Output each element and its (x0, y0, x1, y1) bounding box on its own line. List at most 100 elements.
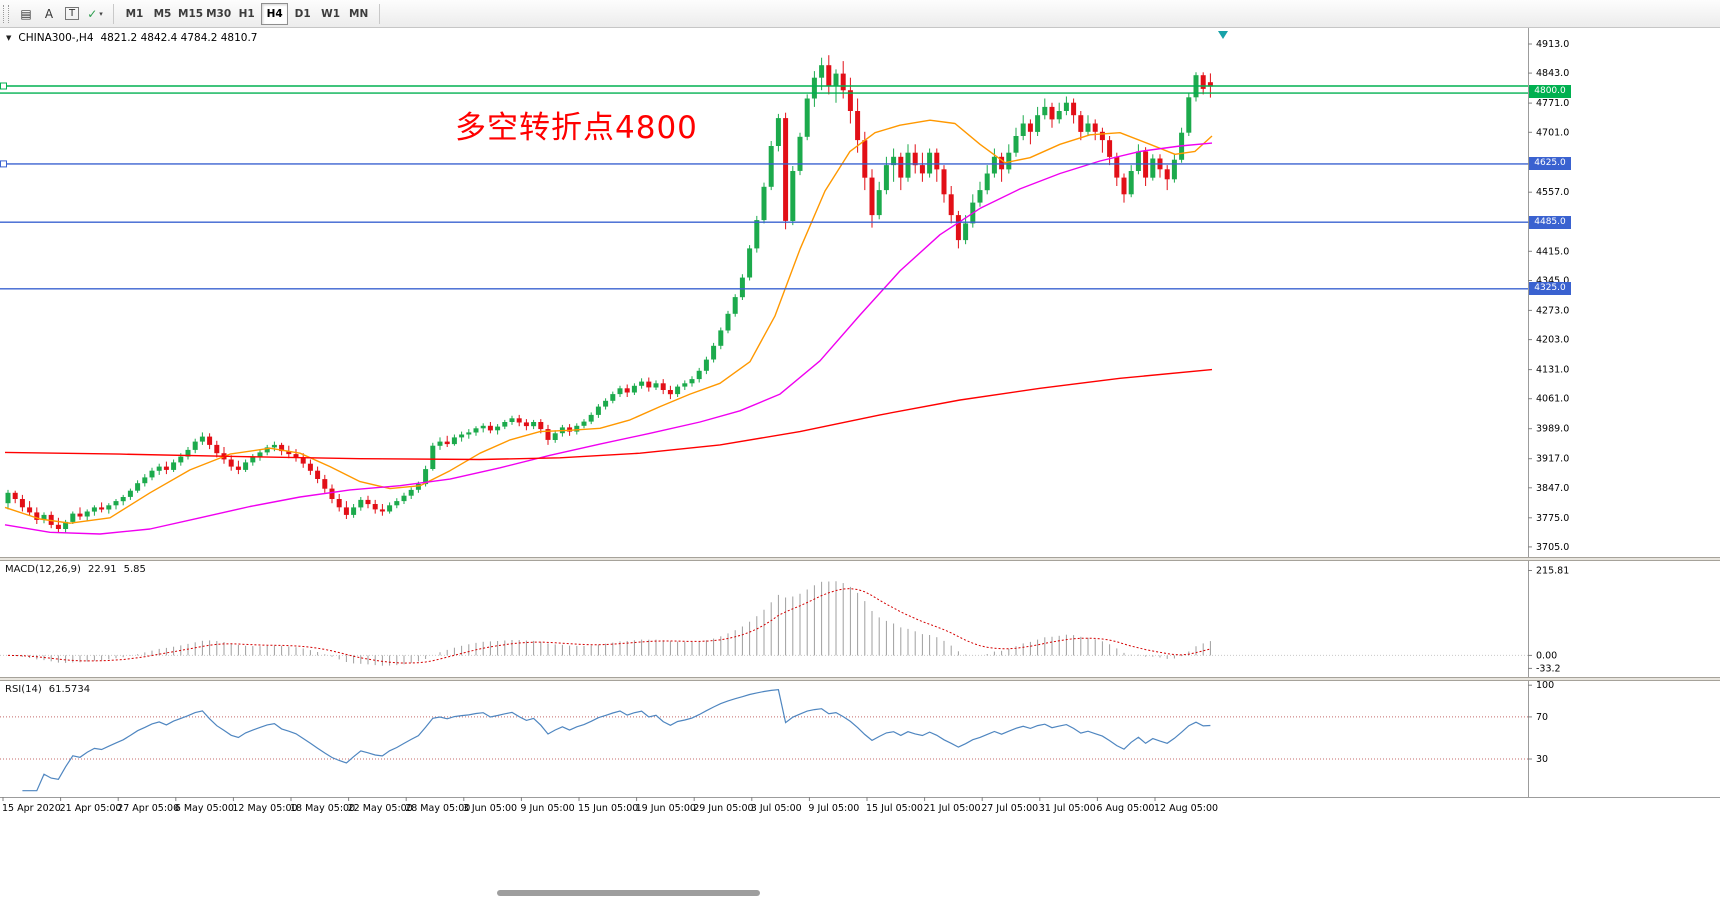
candle-body (826, 65, 832, 86)
macd-histogram (14, 581, 1211, 666)
price-axis-label: 4843.0 (1536, 68, 1569, 79)
candle-body (1078, 115, 1084, 132)
timeframe-button-m5[interactable]: M5 (153, 7, 172, 20)
toolbar-separator (379, 3, 381, 24)
candle-body (63, 521, 69, 529)
candle-body (552, 433, 558, 440)
candle-body (271, 444, 277, 448)
chart-symbol-header: ▼ CHINA300-,H4 4821.2 4842.4 4784.2 4810… (6, 32, 257, 44)
candle-body (948, 194, 954, 216)
time-axis-label: 19 Jun 05:00 (636, 803, 696, 814)
time-axis-label: 27 Jul 05:00 (981, 803, 1038, 814)
candle-body (185, 449, 191, 457)
ma-slow-red (4, 368, 1213, 461)
candle-body (365, 499, 371, 505)
candle-body (257, 452, 263, 458)
price-axis-label: 3705.0 (1536, 542, 1569, 553)
candle-body (574, 425, 580, 432)
timeframe-button-d1[interactable]: D1 (294, 7, 311, 20)
rsi-title: RSI(14) (5, 684, 42, 695)
candle-body (790, 171, 796, 221)
candle-body (279, 444, 285, 452)
time-axis-label: 9 Jun 05:00 (520, 803, 574, 814)
price-axis-label: 4415.0 (1536, 246, 1569, 257)
candle-body (927, 152, 933, 174)
symbol-label: CHINA300-,H4 (18, 32, 94, 44)
candle-body (243, 462, 249, 470)
ma-mid-magenta (4, 142, 1213, 535)
candle-body (509, 418, 515, 422)
rsi-axis-label: 30 (1536, 754, 1548, 765)
collapse-arrow-icon[interactable]: ▼ (6, 34, 12, 42)
chart-shift-marker[interactable] (1218, 31, 1228, 39)
arrows-tool-dropdown-glyph: ✓ (87, 6, 98, 21)
timeframe-button-m1[interactable]: M1 (125, 7, 144, 20)
candle-body (811, 77, 817, 99)
candle-body (5, 492, 11, 504)
timeframe-button-m30[interactable]: M30 (206, 7, 232, 20)
price-axis-label: 4913.0 (1536, 39, 1569, 50)
timeframe-button-mn[interactable]: MN (349, 7, 369, 20)
timeframe-button-w1[interactable]: W1 (321, 7, 341, 20)
price-axis-label: 4771.0 (1536, 98, 1569, 109)
main-price-panel (0, 31, 1528, 535)
candle-body (761, 186, 767, 221)
timeframe-button-h1[interactable]: H1 (238, 7, 255, 20)
toolbar-separator (113, 3, 114, 24)
candle-body (91, 507, 97, 512)
text-label-tool[interactable]: A (38, 3, 60, 25)
candle-body (963, 223, 969, 241)
candle-body (797, 136, 803, 171)
candle-body (336, 499, 342, 508)
timeframe-button-m15[interactable]: M15 (178, 7, 204, 20)
candle-body (1164, 169, 1170, 180)
horizontal-scrollbar[interactable] (497, 890, 760, 896)
candle-body (300, 457, 306, 464)
candle-body (487, 425, 493, 431)
macd-axis-label: 215.81 (1536, 566, 1569, 577)
candle-body (905, 152, 911, 178)
candle-body (329, 488, 335, 499)
candle-body (869, 177, 875, 216)
panel-separator[interactable] (0, 677, 1720, 681)
candle-body (171, 462, 177, 470)
candle-body (711, 345, 717, 360)
candle-body (689, 379, 695, 384)
candle-body (1171, 159, 1177, 180)
candle-body (1085, 123, 1091, 132)
price-axis-label: 4061.0 (1536, 394, 1569, 405)
candle-body (999, 156, 1005, 170)
time-axis-label: 21 Apr 05:00 (60, 803, 122, 814)
candle-body (408, 489, 414, 496)
candle-body (703, 359, 709, 371)
text-tool[interactable]: T (61, 3, 83, 25)
candle-body (747, 248, 753, 278)
candle-body (437, 441, 443, 446)
ma-fast-orange (4, 119, 1213, 524)
candle-body (27, 507, 33, 513)
time-axis-label: 12 May 05:00 (232, 803, 297, 814)
candle-body (516, 418, 522, 423)
candle-body (538, 422, 544, 430)
macd-panel (0, 581, 1528, 666)
chart-annotation-text[interactable]: 多空转折点4800 (455, 110, 698, 146)
candle-body (624, 388, 630, 393)
candle-body (1027, 123, 1033, 132)
charts-list-icon[interactable]: ▤ (15, 3, 37, 25)
line-anchor-handle[interactable] (0, 160, 7, 168)
candle-body (617, 388, 623, 395)
arrows-tool-dropdown[interactable]: ✓ ▾ (84, 3, 106, 25)
candle-body (19, 499, 25, 508)
candle-body (732, 297, 738, 314)
timeframe-button-h4[interactable]: H4 (261, 2, 289, 25)
candle-body (739, 277, 745, 298)
toolbar-grip[interactable] (3, 4, 9, 23)
candle-body (768, 146, 774, 187)
rsi-line (22, 689, 1211, 792)
macd-signal-line (7, 588, 1211, 664)
panel-separator[interactable] (0, 557, 1720, 561)
rsi-axis-label: 70 (1536, 712, 1548, 723)
rsi-value: 61.5734 (48, 684, 91, 695)
line-anchor-handle[interactable] (0, 82, 7, 90)
